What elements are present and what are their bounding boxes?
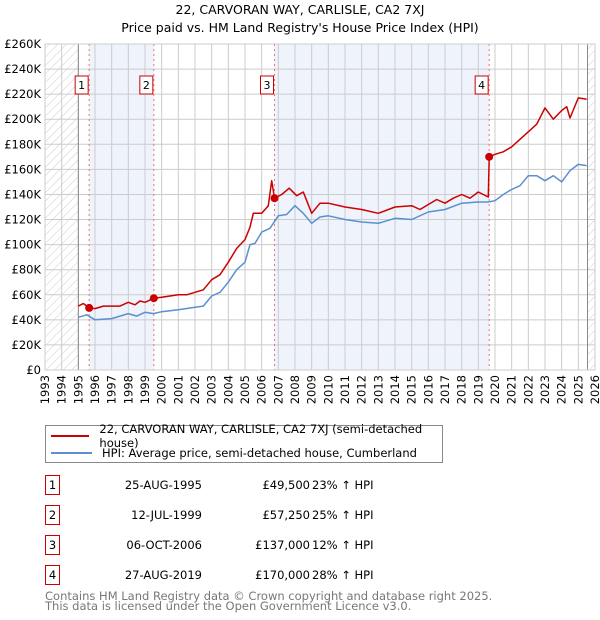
x-tick-label: 2020	[488, 375, 502, 404]
sale-point	[149, 294, 158, 303]
legend-item-property: 22, CARVORAN WAY, CARLISLE, CA2 7XJ (sem…	[46, 422, 442, 450]
x-tick-label: 2000	[155, 375, 169, 404]
transaction-row: 2 12-JUL-1999 £57,250 25% ↑ HPI	[45, 505, 465, 525]
x-tick-label: 2015	[405, 375, 419, 404]
x-tick-label: 2010	[321, 375, 335, 404]
y-tick-label: £200K	[4, 112, 41, 126]
y-tick-label: £220K	[4, 87, 41, 101]
x-tick-label: 1997	[105, 375, 119, 404]
transaction-row: 4 27-AUG-2019 £170,000 28% ↑ HPI	[45, 565, 465, 585]
y-tick-label: £240K	[4, 62, 41, 76]
transaction-hpi-change: 25% ↑ HPI	[312, 508, 374, 522]
x-tick-label: 1993	[38, 375, 52, 404]
plot-border	[44, 43, 596, 371]
x-tick-label: 2026	[588, 375, 600, 404]
legend-label-hpi: HPI: Average price, semi-detached house,…	[102, 446, 417, 460]
x-tick-label: 1996	[88, 375, 102, 404]
x-tick-label: 2007	[271, 375, 285, 404]
sale-label-box	[139, 75, 154, 95]
y-tick-label: £40K	[12, 313, 42, 327]
transaction-number-badge: 1	[45, 475, 60, 495]
sale-label: 4	[478, 79, 485, 92]
x-tick-label: 2005	[238, 375, 252, 404]
transaction-date: 27-AUG-2019	[124, 568, 202, 582]
y-tick-label: £20K	[12, 338, 42, 352]
transaction-row: 3 06-OCT-2006 £137,000 12% ↑ HPI	[45, 535, 465, 555]
transaction-number-badge: 2	[45, 505, 60, 525]
no-data-hatch-right	[587, 44, 595, 370]
y-tick-label: £180K	[4, 137, 41, 151]
transaction-price: £49,500	[262, 478, 310, 492]
x-tick-label: 2024	[555, 375, 569, 404]
x-tick-label: 2023	[538, 375, 552, 404]
x-tick-label: 2022	[521, 375, 535, 404]
x-tick-label: 2002	[188, 375, 202, 404]
x-tick-label: 2021	[505, 375, 519, 404]
x-tick-label: 1994	[55, 375, 69, 404]
transaction-number-badge: 3	[45, 535, 60, 555]
y-tick-label: £160K	[4, 162, 41, 176]
hpi-line	[78, 163, 587, 321]
y-tick-label: £0	[26, 363, 41, 377]
transaction-date: 06-OCT-2006	[126, 538, 202, 552]
transaction-number-badge: 4	[45, 565, 60, 585]
sale-point	[485, 152, 494, 161]
x-tick-label: 2017	[438, 375, 452, 404]
x-tick-label: 2009	[305, 375, 319, 404]
x-tick-label: 2013	[371, 375, 385, 404]
sale-point	[270, 194, 279, 203]
x-tick-label: 2016	[421, 375, 435, 404]
sale-label-box	[474, 75, 489, 95]
sale-label: 3	[264, 79, 271, 92]
x-tick-label: 2018	[455, 375, 469, 404]
y-tick-label: £60K	[12, 288, 42, 302]
chart-title: 22, CARVORAN WAY, CARLISLE, CA2 7XJ	[175, 2, 425, 17]
sale-label: 1	[78, 79, 85, 92]
transaction-price: £57,250	[262, 508, 310, 522]
shaded-period	[274, 44, 490, 370]
sale-label-box	[260, 75, 274, 95]
price-chart: 1993 1994 1995 1996 1997 1998 1999 2000 2001 2002…	[4, 37, 600, 404]
x-tick-label: 2004	[221, 375, 235, 404]
footer-copyright: Contains HM Land Registry data © Crown c…	[45, 589, 493, 603]
x-tick-label: 1995	[71, 375, 85, 404]
transaction-hpi-change: 28% ↑ HPI	[312, 568, 374, 582]
legend: 22, CARVORAN WAY, CARLISLE, CA2 7XJ (sem…	[45, 422, 443, 463]
sale-label: 2	[143, 79, 150, 92]
legend-item-hpi: HPI: Average price, semi-detached house,…	[46, 445, 417, 461]
footer-licence: This data is licensed under the Open Gov…	[45, 599, 412, 613]
x-tick-label: 1998	[121, 375, 135, 404]
transaction-price: £137,000	[255, 538, 310, 552]
x-tick-label: 2025	[571, 375, 585, 404]
x-tick-label: 2019	[471, 375, 485, 404]
x-tick-label: 2014	[388, 375, 402, 404]
y-tick-label: £80K	[12, 263, 42, 277]
legend-swatch-blue	[51, 452, 92, 454]
chart-subtitle: Price paid vs. HM Land Registry's House …	[121, 20, 479, 35]
x-tick-label: 2012	[355, 375, 369, 404]
y-tick-label: £120K	[4, 213, 41, 227]
transaction-date: 12-JUL-1999	[131, 508, 202, 522]
x-tick-label: 2008	[288, 375, 302, 404]
y-tick-label: £260K	[4, 37, 41, 51]
x-tick-label: 2006	[255, 375, 269, 404]
x-tick-label: 2011	[338, 375, 352, 404]
transaction-hpi-change: 23% ↑ HPI	[312, 478, 374, 492]
transaction-date: 25-AUG-1995	[124, 478, 202, 492]
x-tick-label: 1999	[138, 375, 152, 404]
transaction-price: £170,000	[255, 568, 310, 582]
sale-point	[85, 303, 94, 312]
transaction-row: 1 25-AUG-1995 £49,500 23% ↑ HPI	[45, 475, 465, 495]
x-tick-label: 2001	[171, 375, 185, 404]
y-tick-label: £140K	[4, 187, 41, 201]
transaction-hpi-change: 12% ↑ HPI	[312, 538, 374, 552]
y-tick-label: £100K	[4, 238, 41, 252]
legend-label-property: 22, CARVORAN WAY, CARLISLE, CA2 7XJ (sem…	[99, 422, 423, 450]
sale-label-box	[74, 75, 89, 95]
legend-swatch-red	[51, 435, 90, 437]
x-tick-label: 2003	[205, 375, 219, 404]
